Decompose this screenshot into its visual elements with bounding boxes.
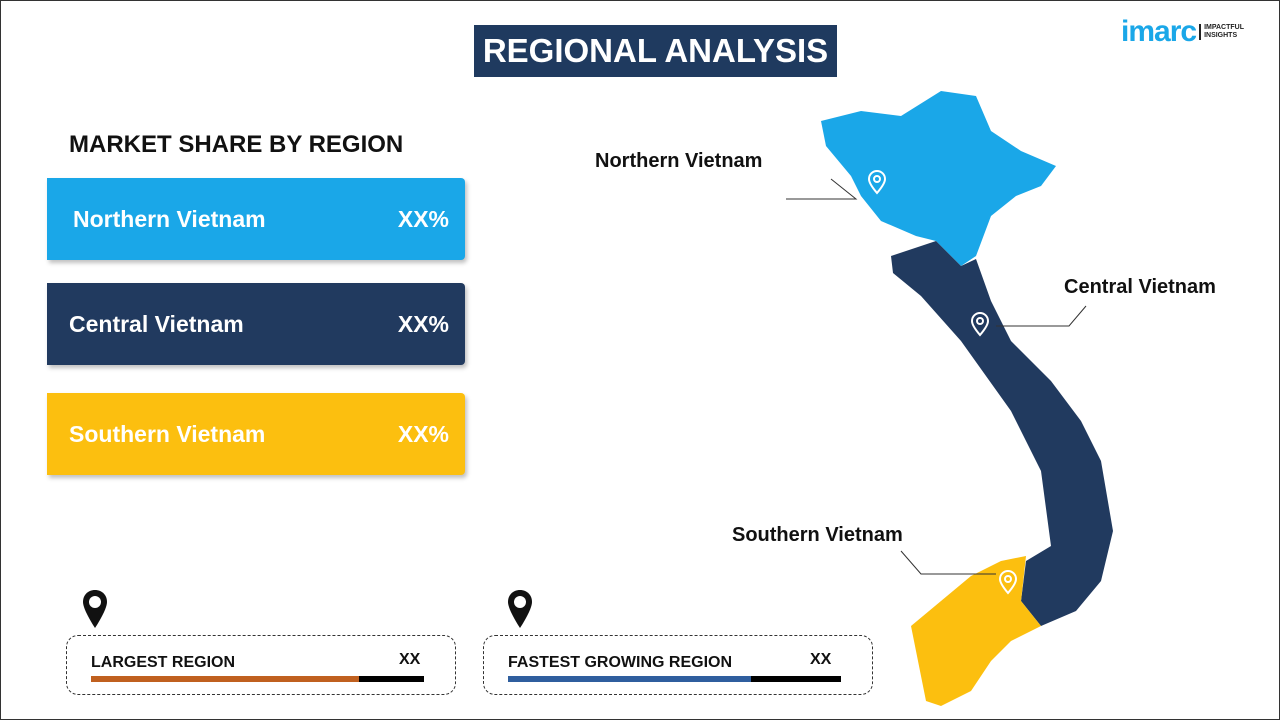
fastest-region-label: FASTEST GROWING REGION	[508, 654, 733, 671]
location-pin-icon	[508, 590, 532, 628]
fastest-region-value: XX	[810, 651, 832, 668]
largest-region-label: LARGEST REGION	[91, 654, 236, 671]
map-region-central	[891, 241, 1113, 626]
logo-tagline: IMPACTFUL INSIGHTS	[1199, 24, 1244, 40]
page-title: REGIONAL ANALYSIS	[474, 25, 837, 77]
leader-line-northern	[786, 178, 858, 200]
imarc-logo: imarc IMPACTFUL INSIGHTS	[1121, 15, 1244, 49]
region-name: Southern Vietnam	[69, 420, 266, 447]
map-pin-icon	[970, 312, 990, 337]
map-label-central: Central Vietnam	[1064, 276, 1216, 298]
logo-brand: imarc	[1121, 15, 1197, 48]
leader-line-central	[996, 305, 1087, 327]
region-bar-central: Central Vietnam XX%	[47, 283, 465, 365]
region-value: XX%	[397, 420, 449, 447]
region-value: XX%	[397, 205, 449, 232]
largest-region-bar	[91, 676, 424, 682]
region-bar-southern: Southern Vietnam XX%	[47, 393, 465, 475]
fastest-growing-region-card: FASTEST GROWING REGION XX	[483, 635, 873, 695]
largest-region-card: LARGEST REGION XX	[66, 635, 456, 695]
map-pin-icon	[867, 170, 887, 195]
fastest-region-bar	[508, 676, 841, 682]
map-region-northern	[821, 91, 1056, 266]
region-name: Central Vietnam	[69, 310, 244, 337]
map-label-southern: Southern Vietnam	[732, 524, 903, 546]
map-region-southern	[911, 556, 1041, 706]
tagline-1: IMPACTFUL	[1204, 24, 1244, 31]
region-bar-northern: Northern Vietnam XX%	[47, 178, 465, 260]
map-pin-icon	[998, 570, 1018, 595]
map-label-northern: Northern Vietnam	[595, 150, 763, 172]
tagline-2: INSIGHTS	[1204, 32, 1238, 39]
section-subtitle: MARKET SHARE BY REGION	[69, 131, 404, 158]
location-pin-icon	[83, 590, 107, 628]
region-value: XX%	[397, 310, 449, 337]
largest-region-value: XX	[399, 651, 421, 668]
region-name: Northern Vietnam	[73, 205, 266, 232]
leader-line-southern	[900, 550, 996, 575]
